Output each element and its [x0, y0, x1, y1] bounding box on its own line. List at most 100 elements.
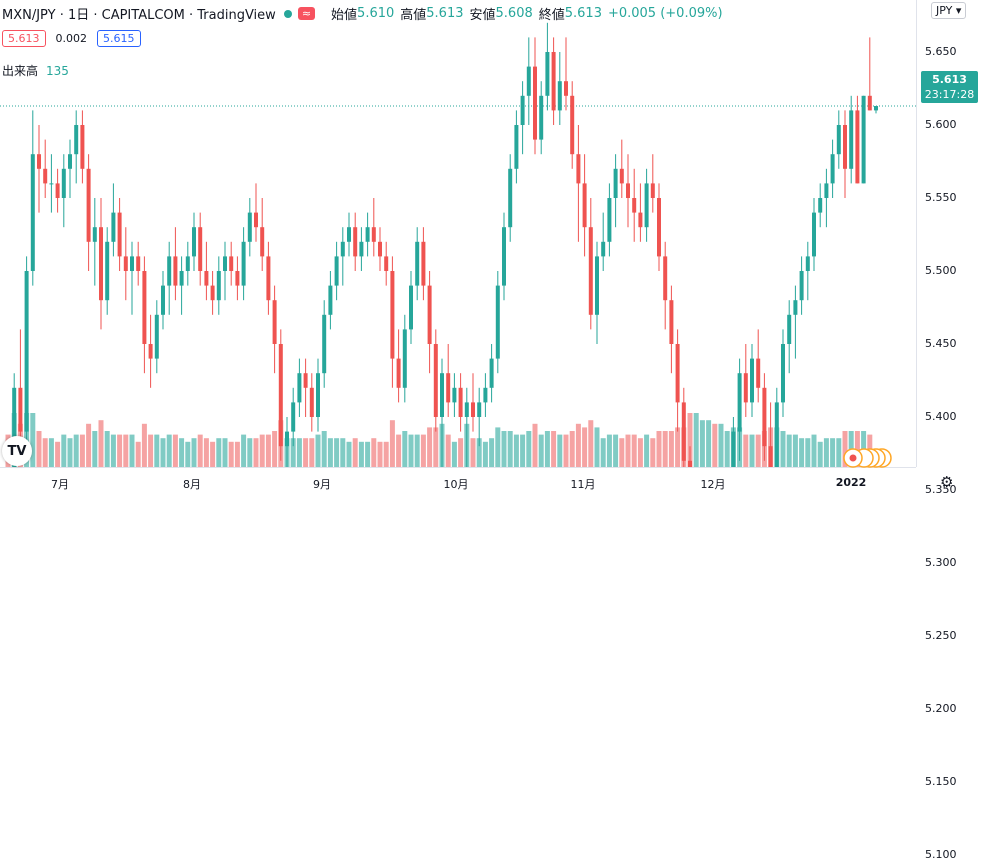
candle-body	[588, 227, 593, 315]
volume-bar	[123, 434, 129, 467]
volume-bar	[42, 438, 48, 467]
symbol-title[interactable]: MXN/JPY · 1日 · CAPITALCOM · TradingView	[2, 8, 276, 23]
volume-bar	[520, 434, 526, 467]
volume-bar	[141, 423, 147, 467]
candle-body	[421, 241, 426, 286]
volume-bar	[755, 434, 761, 467]
volume-bar	[662, 431, 668, 467]
candle-body	[223, 256, 227, 271]
volume-bar	[377, 441, 383, 467]
candle-body	[291, 402, 296, 432]
low-label: 安値	[469, 8, 496, 23]
candle-body	[731, 431, 736, 467]
price-tick: 5.200	[925, 702, 957, 715]
candle-body	[328, 285, 333, 315]
currency-select[interactable]: JPY ▾	[931, 2, 967, 19]
candle-body	[483, 387, 488, 403]
volume-bar	[197, 434, 203, 467]
chevron-down-icon: ▾	[955, 4, 962, 17]
candle-body	[632, 198, 637, 213]
trade-row: 5.613 0.002 5.615	[2, 30, 141, 47]
volume-bar	[296, 438, 302, 467]
candle-body	[508, 168, 513, 228]
candle-body	[570, 95, 575, 155]
candle-body	[681, 402, 686, 461]
candle-body	[334, 256, 339, 286]
time-tick: 9月	[313, 478, 331, 491]
candle-body	[464, 402, 469, 417]
volume-bar	[699, 420, 705, 467]
volume-bar	[185, 441, 191, 467]
gear-icon[interactable]: ⚙	[940, 473, 954, 491]
volume-bar	[104, 431, 110, 467]
volume-bar	[606, 434, 612, 467]
candle-body	[347, 227, 351, 242]
volume-bar	[396, 434, 402, 467]
price-tick: 5.250	[925, 629, 957, 642]
candle-body	[340, 241, 345, 257]
candle-body	[409, 285, 413, 330]
volume-bar	[551, 431, 557, 467]
candle-body	[402, 329, 407, 388]
buy-button[interactable]: 5.615	[97, 30, 141, 47]
candle-body	[247, 212, 252, 242]
volume-bar	[253, 438, 259, 467]
candle-body	[285, 431, 289, 447]
volume-bar	[569, 431, 575, 467]
candle-body	[185, 256, 190, 271]
volume-bar	[172, 434, 178, 467]
candle-body	[440, 373, 444, 417]
candle-body	[365, 227, 370, 242]
volume-bar	[588, 420, 594, 467]
volume-bar	[470, 438, 476, 467]
candle-body	[161, 285, 165, 315]
volume-bar	[451, 441, 457, 467]
candle-body	[644, 183, 649, 228]
volume-bar	[625, 434, 631, 467]
time-axis[interactable]: 7月 8月 9月 10月 11月 12月 2022	[0, 467, 916, 493]
events-icon[interactable]	[842, 447, 892, 469]
candle-body	[74, 125, 79, 155]
close-value: 5.613	[564, 6, 602, 21]
candle-body	[179, 271, 184, 286]
candle-body	[446, 373, 451, 403]
volume-bar	[501, 431, 507, 467]
candle-body	[601, 241, 606, 257]
candle-body	[818, 198, 823, 213]
volume-bar	[117, 434, 123, 467]
volume-bar	[383, 441, 389, 467]
candle-body	[322, 314, 327, 374]
volume-bar	[786, 434, 792, 467]
tradingview-logo-icon[interactable]: TV	[2, 436, 32, 466]
candle-body	[92, 227, 97, 242]
candle-body	[316, 373, 320, 417]
candle-body	[520, 95, 525, 125]
volume-bar	[489, 438, 495, 467]
volume-bar	[352, 438, 358, 467]
volume-bar	[55, 441, 61, 467]
volume-bar	[203, 438, 209, 467]
candle-body	[564, 81, 568, 96]
volume-bar	[92, 431, 98, 467]
volume-bar	[327, 438, 333, 467]
volume-bar	[563, 434, 569, 467]
volume-bar	[675, 427, 681, 467]
sell-button[interactable]: 5.613	[2, 30, 46, 47]
candle-body	[638, 212, 643, 228]
candle-body	[154, 314, 159, 359]
candle-body	[471, 402, 475, 417]
volume-bar	[823, 438, 829, 467]
volume-bar	[650, 438, 656, 467]
candle-body	[384, 256, 389, 271]
volume-bar	[315, 434, 321, 467]
volume-bar	[619, 438, 625, 467]
candle-body	[607, 198, 612, 242]
volume-bar	[526, 431, 532, 467]
candle-body	[254, 212, 258, 228]
candle-body	[61, 168, 66, 198]
volume-legend: 出来高 135	[2, 62, 69, 79]
candle-body	[99, 227, 103, 301]
candlestick-chart[interactable]	[0, 0, 916, 467]
volume-value: 135	[46, 64, 69, 78]
candle-body	[582, 183, 587, 228]
